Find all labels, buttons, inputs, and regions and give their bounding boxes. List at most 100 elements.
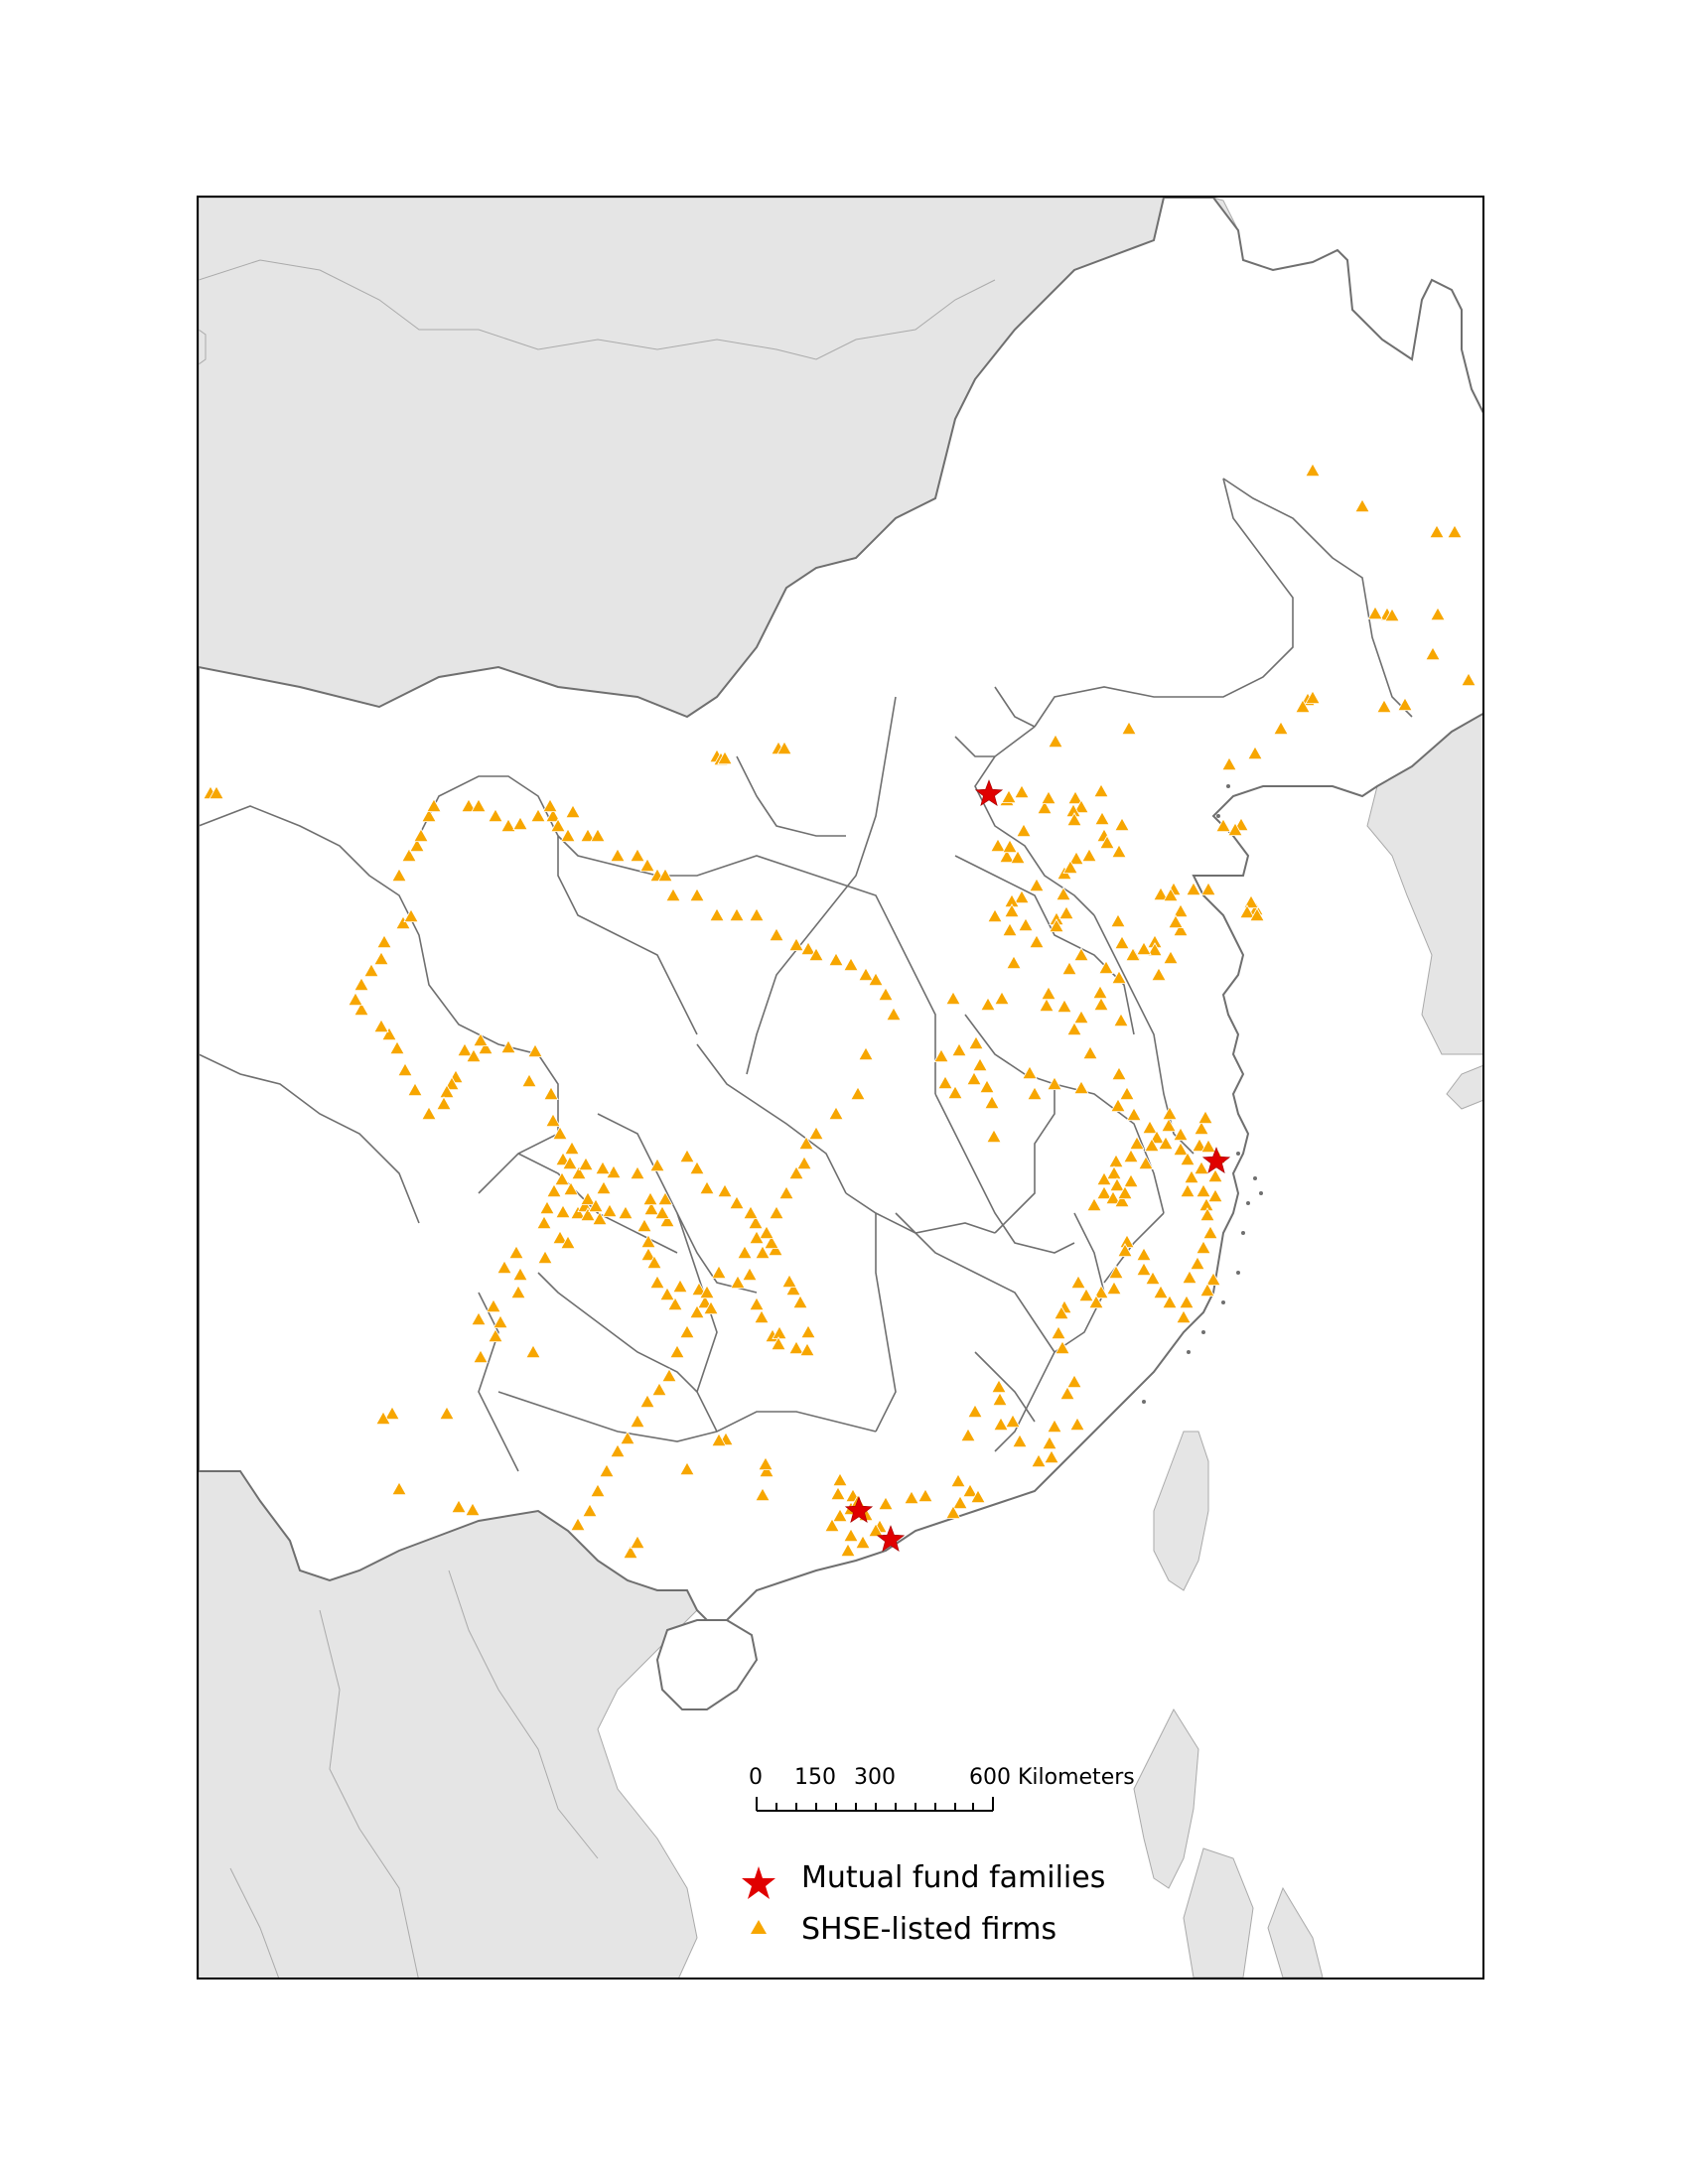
firm-marker (562, 1156, 578, 1169)
firm-marker (808, 947, 824, 961)
fund-marker-shenzhen (876, 1525, 906, 1552)
firm-marker (570, 1517, 586, 1531)
firm-marker (679, 1461, 695, 1475)
firm-marker (1173, 903, 1189, 917)
firm-marker (729, 907, 745, 921)
firm-marker (348, 992, 363, 1006)
firm-marker (1044, 1449, 1059, 1463)
firm-marker (691, 1282, 707, 1296)
firm-marker (1173, 1142, 1189, 1156)
legend-firm-label: SHSE-listed firms (801, 1912, 1057, 1947)
firm-marker (1066, 1374, 1082, 1388)
firm-marker (1054, 1305, 1069, 1319)
firm-marker (1056, 999, 1072, 1013)
firm-marker (830, 1486, 846, 1500)
firm-marker (1200, 1139, 1216, 1153)
firm-marker (1192, 1138, 1207, 1152)
firm-marker (582, 1503, 598, 1517)
firm-marker (945, 991, 961, 1005)
firm-marker (353, 977, 369, 991)
firm-marker (754, 1309, 770, 1323)
firm-marker (592, 1211, 608, 1225)
firm-marker (999, 849, 1015, 863)
firm-marker (933, 1048, 949, 1062)
firm-marker (1138, 1156, 1154, 1169)
firm-marker (832, 1472, 848, 1486)
firm-marker (1121, 721, 1137, 735)
firm-marker (1129, 1136, 1145, 1150)
firm-marker (788, 1340, 804, 1354)
firm-marker (595, 1160, 611, 1174)
firm-marker (1061, 961, 1077, 975)
firm-marker (1430, 607, 1446, 620)
firm-marker (1182, 1270, 1197, 1284)
firm-marker (478, 1040, 493, 1054)
firm-marker (1048, 734, 1063, 748)
firm-marker (1062, 860, 1078, 874)
firm-marker (771, 1336, 786, 1350)
firm-marker (951, 1042, 967, 1056)
firm-marker (466, 1048, 482, 1062)
firm-marker (980, 997, 996, 1011)
firm-marker (407, 1082, 423, 1096)
firm-marker (970, 1489, 986, 1503)
firm-marker (1073, 1010, 1089, 1024)
firm-marker (1136, 941, 1152, 955)
fund-marker-guangzhou (844, 1496, 874, 1523)
firm-marker (1055, 887, 1071, 900)
firm-marker (868, 972, 884, 986)
firm-marker (1161, 1118, 1177, 1132)
firm-marker (1243, 894, 1259, 908)
firm-marker (649, 1275, 665, 1289)
firm-marker (1073, 799, 1089, 813)
firm-marker (1176, 1309, 1192, 1323)
firm-marker (843, 957, 859, 971)
firm-marker (439, 1406, 455, 1420)
firm-marker (565, 804, 581, 818)
firm-marker (1073, 1080, 1089, 1094)
firm-marker (1006, 955, 1022, 969)
firm-marker (788, 1165, 804, 1179)
firm-marker (373, 951, 389, 965)
firm-marker (209, 785, 224, 799)
firm-marker (488, 1328, 503, 1342)
firm-marker (798, 1136, 814, 1150)
firm-marker (665, 887, 681, 901)
firm-marker (1106, 1165, 1122, 1179)
firm-marker (667, 1297, 683, 1310)
firm-marker (749, 1297, 765, 1310)
firm-marker (755, 1487, 771, 1501)
firm-marker (1215, 818, 1231, 832)
orange-triangle-icon (751, 1920, 767, 1934)
firm-marker (1041, 790, 1056, 804)
firm-marker (945, 1505, 961, 1519)
firm-marker (984, 1095, 1000, 1109)
firm-marker (1093, 783, 1109, 797)
firm-marker (596, 1180, 612, 1194)
firm-marker (1078, 1288, 1094, 1301)
firm-marker (1163, 887, 1179, 901)
firm-marker (1086, 1197, 1102, 1211)
firm-marker (1117, 1243, 1133, 1257)
firm-marker (792, 1295, 808, 1308)
firm-marker (1105, 1190, 1121, 1204)
firm-marker (987, 908, 1003, 922)
firm-marker (858, 967, 874, 981)
firm-marker (824, 1518, 840, 1532)
firm-marker (1149, 1130, 1165, 1144)
firm-marker (1186, 882, 1201, 895)
firm-marker (363, 963, 379, 977)
firm-marker (657, 1191, 673, 1205)
firm-marker (796, 1156, 812, 1169)
firm-marker (537, 1250, 553, 1264)
firm-marker (391, 868, 407, 882)
firm-marker (960, 1428, 976, 1441)
firm-marker (580, 1207, 596, 1221)
firm-marker (962, 1483, 978, 1497)
firm-marker (788, 937, 804, 951)
firm-marker (1153, 887, 1169, 900)
firm-marker (994, 991, 1010, 1005)
firm-marker (1168, 914, 1184, 928)
firm-marker (527, 1043, 543, 1057)
firm-marker (395, 915, 411, 929)
